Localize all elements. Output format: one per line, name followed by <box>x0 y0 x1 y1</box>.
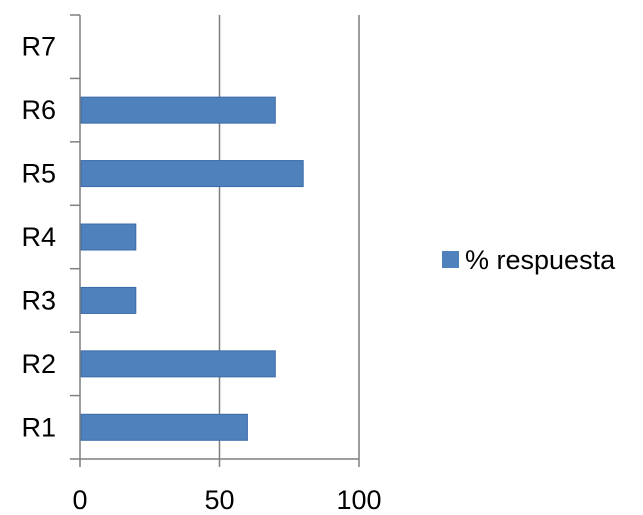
x-tick-label-50: 50 <box>204 485 234 515</box>
legend-swatch <box>442 251 459 268</box>
x-tick-label-100: 100 <box>336 485 381 515</box>
category-label-R3: R3 <box>21 285 56 315</box>
x-tick-labels: 0 50 100 <box>72 485 381 515</box>
category-label-R7: R7 <box>21 32 56 62</box>
bar-R2 <box>80 350 276 378</box>
bar-R6 <box>80 96 276 124</box>
legend-label: % respuesta <box>465 245 616 275</box>
legend: % respuesta <box>442 245 616 275</box>
category-label-R2: R2 <box>21 349 56 379</box>
category-labels: R1 R2 R3 R4 R5 R6 R7 <box>21 32 56 443</box>
bar-R1 <box>80 413 248 441</box>
x-tick-label-0: 0 <box>72 485 87 515</box>
category-label-R6: R6 <box>21 95 56 125</box>
gridlines <box>218 15 360 459</box>
bar-R3 <box>80 286 137 314</box>
bar-R4 <box>80 223 137 251</box>
category-label-R4: R4 <box>21 222 56 252</box>
category-label-R1: R1 <box>21 412 56 442</box>
category-label-R5: R5 <box>21 159 56 189</box>
bars <box>80 96 304 441</box>
axes <box>70 14 360 467</box>
bar-R5 <box>80 160 304 188</box>
